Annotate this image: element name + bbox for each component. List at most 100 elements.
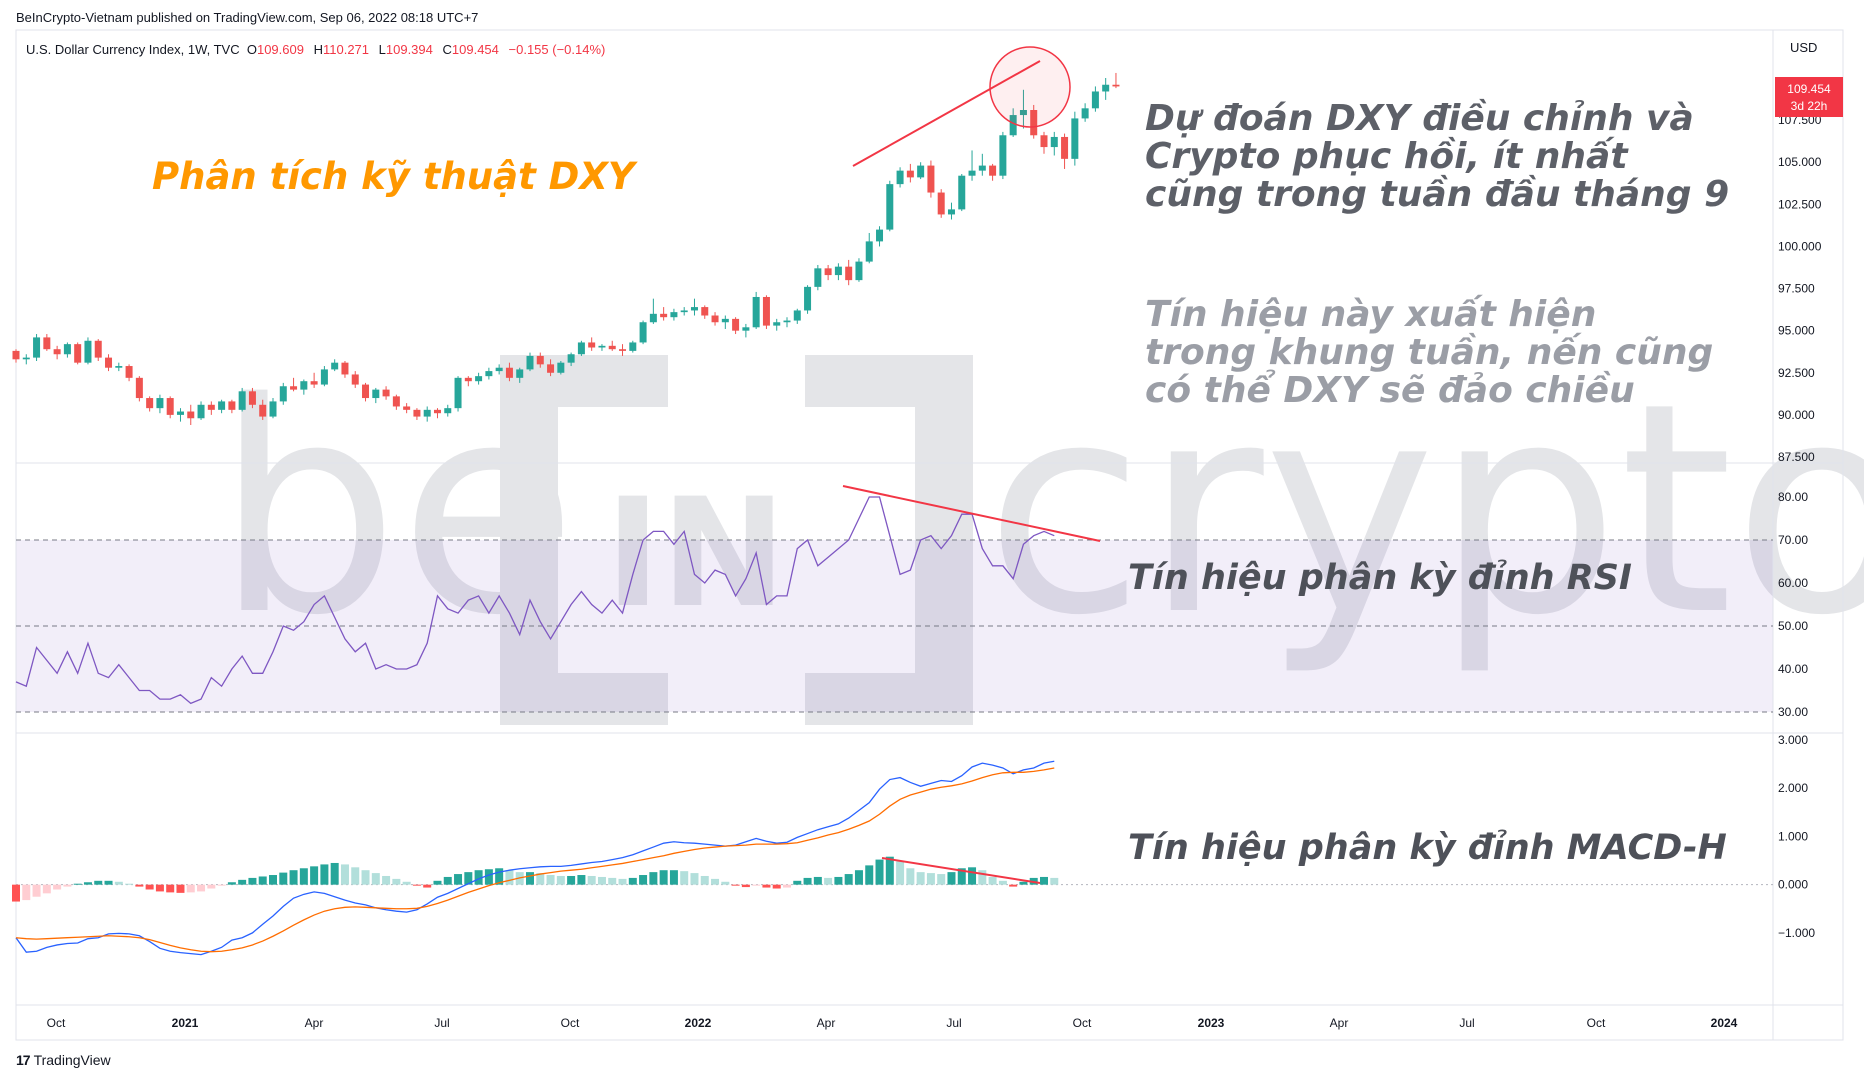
macd-histogram-bar	[608, 877, 617, 885]
candle-body	[773, 322, 781, 326]
macd-histogram-bar	[464, 872, 473, 885]
macd-axis-tick: 3.000	[1778, 733, 1808, 747]
candle-body	[1009, 115, 1017, 136]
high-value: 110.271	[322, 42, 370, 57]
macd-histogram-bar	[340, 864, 349, 885]
candle-body	[886, 184, 894, 230]
macd-divergence-line[interactable]	[881, 857, 1041, 884]
candle-body	[166, 398, 174, 415]
time-axis-tick: Apr	[1330, 1016, 1349, 1030]
candle-body	[156, 398, 164, 409]
tradingview-logo[interactable]: 17 TradingView	[16, 1052, 111, 1068]
candle-body	[433, 409, 441, 414]
candle-body	[547, 364, 555, 373]
candle-body	[115, 366, 123, 368]
macd-histogram-bar	[392, 878, 401, 885]
rsi-divergence-line[interactable]	[842, 485, 1101, 542]
time-axis-tick: 2024	[1711, 1016, 1738, 1030]
macd-histogram-bar	[454, 874, 463, 885]
candle-body	[937, 192, 945, 215]
macd-histogram-bar	[505, 870, 514, 885]
macd-histogram-bar	[741, 884, 750, 888]
price-axis-tick: 92.500	[1778, 366, 1815, 380]
macd-histogram-bar	[125, 883, 134, 885]
macd-histogram-bar	[22, 884, 31, 901]
candle-body	[413, 409, 421, 417]
candle-body	[793, 310, 801, 321]
macd-histogram-bar	[906, 868, 915, 885]
price-trendline[interactable]	[852, 60, 1041, 167]
candle-body	[372, 389, 380, 399]
macd-histogram-bar	[269, 875, 277, 885]
macd-histogram-bar	[207, 884, 216, 889]
macd-histogram-bar	[94, 880, 103, 885]
macd-histogram-bar	[443, 876, 452, 885]
candle-body	[74, 344, 82, 363]
candle-body	[608, 345, 616, 350]
macd-histogram-bar	[197, 884, 206, 892]
macd-histogram-bar	[186, 884, 195, 893]
macd-histogram-bar	[834, 876, 843, 885]
candle-body	[1040, 135, 1048, 148]
macd-histogram-bar	[957, 868, 966, 885]
macd-histogram-bar	[998, 880, 1007, 885]
macd-histogram-bar	[474, 870, 483, 885]
candle-body	[1019, 110, 1027, 116]
macd-histogram-bar	[926, 873, 935, 885]
macd-histogram-bar	[567, 875, 576, 885]
price-highlight-circle[interactable]	[989, 46, 1071, 128]
candle-body	[135, 377, 143, 399]
last-price-countdown: 3d 22h	[1791, 99, 1828, 113]
macd-histogram-bar	[854, 870, 863, 885]
candle-body	[53, 349, 61, 355]
macd-histogram-bar	[361, 870, 370, 885]
macd-histogram-bar	[896, 861, 905, 885]
macd-histogram-bar	[526, 872, 534, 885]
low-label: L	[378, 42, 386, 57]
candle-body	[577, 342, 585, 355]
macd-histogram-bar	[916, 872, 925, 885]
candle-body	[444, 408, 452, 414]
macd-histogram-bar	[1009, 884, 1018, 887]
candle-body	[649, 313, 657, 323]
forecast-annotation: Dự đoán DXY điều chỉnh và Crypto phục hồ…	[1145, 100, 1729, 213]
macd-histogram-bar	[12, 884, 20, 902]
symbol-name[interactable]: U.S. Dollar Currency Index, 1W, TVC	[26, 42, 240, 57]
candle-body	[865, 241, 873, 262]
candle-body	[176, 411, 184, 415]
watermark-bracket-left-top	[500, 355, 668, 407]
candle-body	[341, 362, 349, 375]
macd-histogram-bar	[597, 876, 606, 885]
candle-body	[670, 312, 678, 318]
price-axis-tick: 90.000	[1778, 408, 1815, 422]
last-price-label: 109.454 3d 22h USD	[1775, 40, 1843, 117]
candle-body	[855, 261, 863, 281]
macd-axis-tick: 2.000	[1778, 781, 1808, 795]
signal-annotation: Tín hiệu này xuất hiện trong khung tuần,…	[1145, 296, 1713, 409]
macd-histogram-bar	[423, 884, 432, 888]
macd-histogram-bar	[238, 879, 247, 885]
macd-histogram-bar	[711, 878, 720, 885]
candlestick-series	[12, 72, 1120, 425]
candle-body	[947, 209, 955, 215]
tradingview-mark-icon: 17	[16, 1052, 31, 1068]
macd-histogram-bar	[495, 868, 504, 885]
macd-histogram-bar	[875, 859, 884, 885]
watermark-text-crypto: crypto	[985, 342, 1864, 679]
candle-body	[588, 342, 596, 348]
candle-body	[475, 376, 483, 382]
candle-body	[845, 266, 853, 281]
candle-body	[1061, 136, 1069, 159]
candle-body	[485, 371, 493, 377]
candle-body	[279, 386, 287, 402]
candle-body	[33, 337, 41, 358]
candle-body	[146, 398, 154, 409]
macd-histogram-bar	[690, 873, 699, 885]
candle-body	[1112, 84, 1120, 87]
time-axis-tick: Apr	[817, 1016, 836, 1030]
macd-histogram-bar	[114, 881, 123, 885]
candle-body	[516, 369, 524, 378]
macd-histogram-bar	[330, 862, 339, 885]
candle-body	[187, 411, 195, 419]
